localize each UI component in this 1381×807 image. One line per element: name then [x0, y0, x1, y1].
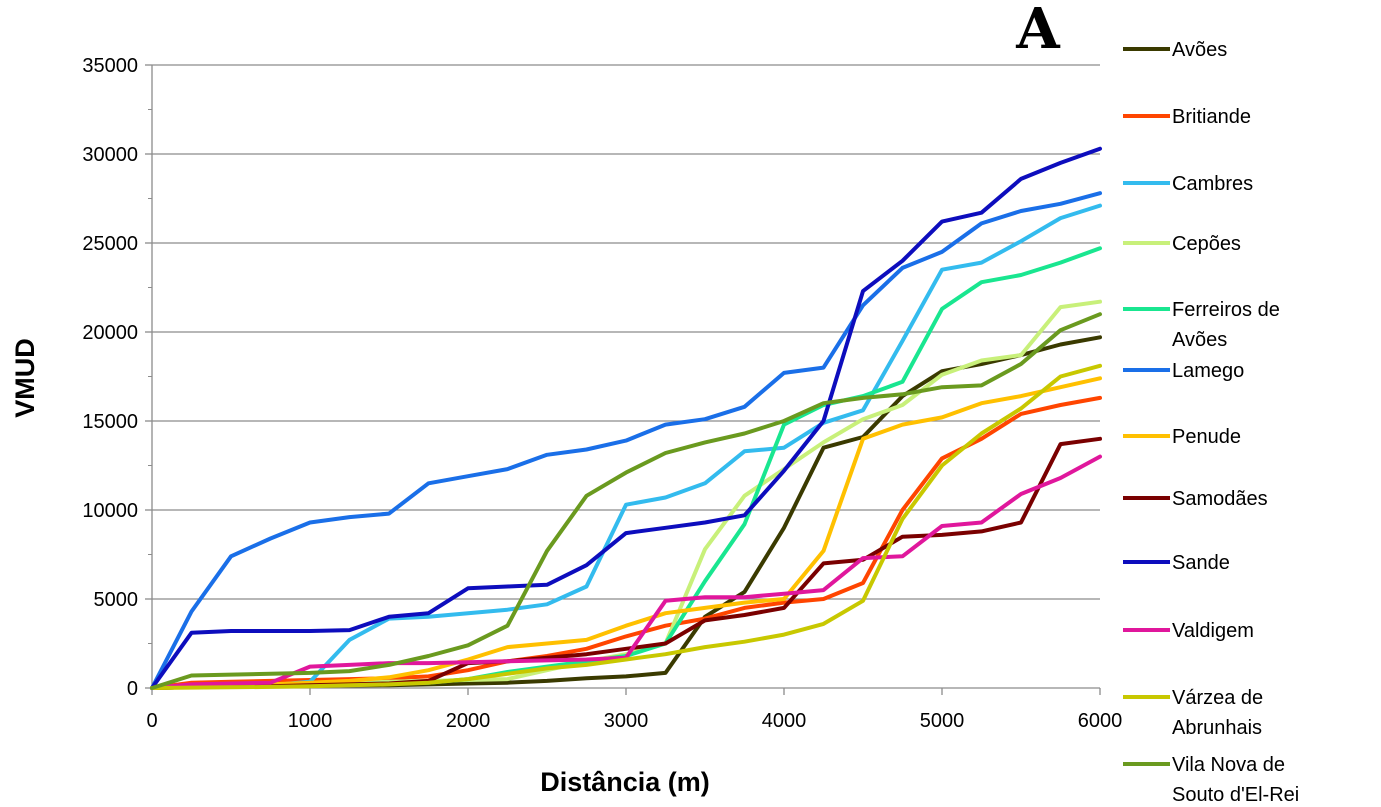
series-lines: [150, 146, 1102, 690]
legend-label: Várzea de Abrunhais: [1172, 687, 1263, 739]
x-tick-label: 6000: [1078, 710, 1123, 732]
legend-label: Lamego: [1172, 360, 1244, 382]
x-tick-label: 2000: [446, 710, 491, 732]
series-line-11: [150, 312, 1102, 690]
axes: [145, 64, 1101, 695]
series-line-6: [150, 376, 1102, 690]
series-line-4: [150, 246, 1102, 690]
y-tick-label: 5000: [94, 589, 139, 611]
panel-label: A: [1015, 0, 1061, 62]
series-line-8: [150, 146, 1102, 690]
x-tick-label: 5000: [920, 710, 965, 732]
y-tick-label: 0: [127, 678, 138, 700]
legend-label: Valdigem: [1172, 620, 1254, 642]
series-line-7: [150, 436, 1102, 690]
legend: Avões Britiande Cambres Cepões Ferreiros de A…: [1123, 39, 1299, 806]
legend-label: Avões: [1172, 39, 1227, 61]
legend-label: Ferreiros de Avões: [1172, 299, 1280, 351]
legend-label: Britiande: [1172, 106, 1251, 128]
legend-label: Penude: [1172, 426, 1241, 448]
legend-label: Samodães: [1172, 488, 1268, 510]
y-tick-label: 25000: [82, 233, 138, 255]
series-line-2: [150, 203, 1102, 690]
legend-label: Vila Nova de Souto d'El-Rei: [1172, 754, 1299, 806]
y-tick-label: 10000: [82, 500, 138, 522]
legend-label: Cambres: [1172, 173, 1253, 195]
x-tick-label: 3000: [604, 710, 649, 732]
series-line-5: [150, 191, 1102, 690]
series-line-10: [150, 363, 1102, 690]
x-tick-label: 0: [146, 710, 157, 732]
y-axis-title: VMUD: [10, 338, 40, 418]
x-tick-label: 4000: [762, 710, 807, 732]
x-axis-title: Distância (m): [540, 767, 710, 797]
legend-label: Cepões: [1172, 233, 1241, 255]
tick-labels: 0 5000 10000 15000 20000 25000 30000 35000 0 1000…: [82, 55, 1122, 732]
y-tick-label: 35000: [82, 55, 138, 77]
y-tick-label: 15000: [82, 411, 138, 433]
x-tick-label: 1000: [288, 710, 333, 732]
y-tick-label: 20000: [82, 322, 138, 344]
y-tick-label: 30000: [82, 144, 138, 166]
grid-lines: [152, 64, 1100, 600]
legend-label: Sande: [1172, 552, 1230, 574]
